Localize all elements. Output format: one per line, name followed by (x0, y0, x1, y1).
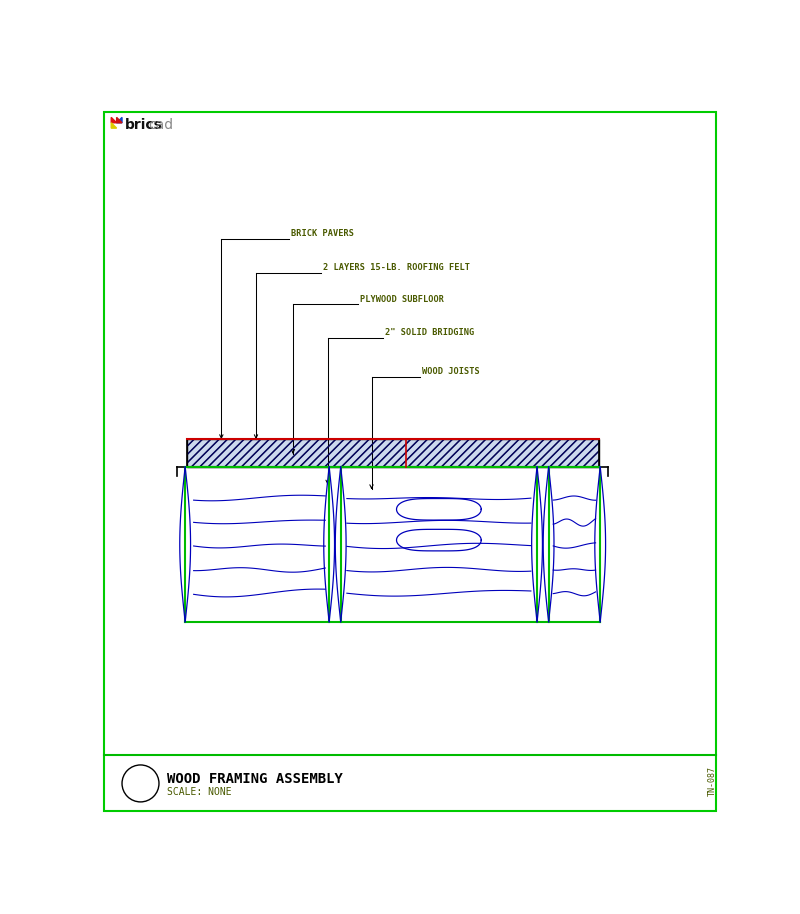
Polygon shape (117, 117, 122, 122)
Text: BRICK PAVERS: BRICK PAVERS (290, 229, 354, 239)
Bar (186, 440, 598, 467)
Polygon shape (111, 122, 117, 128)
Polygon shape (117, 117, 122, 122)
Text: TN-087: TN-087 (708, 767, 717, 796)
Text: 2 LAYERS 15-LB. ROOFING FELT: 2 LAYERS 15-LB. ROOFING FELT (323, 263, 470, 272)
Text: PLYWOOD SUBFLOOR: PLYWOOD SUBFLOOR (360, 294, 444, 303)
Bar (186, 440, 598, 467)
Text: WOOD FRAMING ASSEMBLY: WOOD FRAMING ASSEMBLY (167, 772, 343, 786)
Text: brics: brics (125, 118, 163, 133)
Bar (185, 467, 600, 622)
Text: cad: cad (148, 118, 174, 133)
Bar (186, 440, 598, 467)
Text: WOOD JOISTS: WOOD JOISTS (422, 367, 479, 376)
Text: 2" SOLID BRIDGING: 2" SOLID BRIDGING (385, 328, 474, 337)
Polygon shape (111, 117, 117, 122)
Text: SCALE: NONE: SCALE: NONE (167, 787, 232, 797)
